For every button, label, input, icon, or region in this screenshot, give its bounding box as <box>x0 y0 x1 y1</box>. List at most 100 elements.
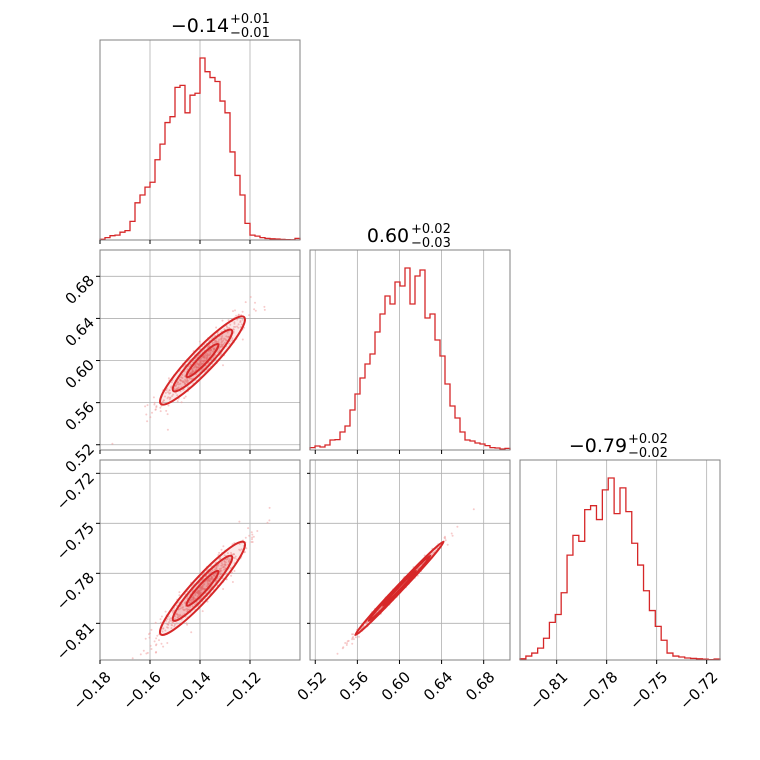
sample-point <box>167 396 170 399</box>
sample-point <box>166 623 169 626</box>
sample-point <box>194 594 197 596</box>
sample-point <box>208 578 210 581</box>
sample-point <box>189 599 192 602</box>
sample-point <box>230 551 232 554</box>
sample-point <box>183 397 186 400</box>
sample-point <box>189 372 192 375</box>
sample-point <box>222 566 225 569</box>
x-tick-label: −0.75 <box>626 668 671 713</box>
sample-point <box>159 406 162 409</box>
panel-frame <box>309 249 511 451</box>
sample-point <box>139 653 142 656</box>
sample-point <box>228 342 231 345</box>
sample-point <box>228 558 231 561</box>
sample-point <box>232 328 235 331</box>
sample-point <box>176 400 179 403</box>
sample-point <box>214 568 216 571</box>
sample-point <box>166 413 169 416</box>
sample-point <box>179 382 182 385</box>
sample-point <box>230 574 233 577</box>
x-tick-label: 0.52 <box>294 668 330 704</box>
sample-point <box>197 594 200 596</box>
y-tick-label: 0.64 <box>62 314 98 350</box>
sample-point <box>204 575 207 578</box>
sample-point <box>244 536 247 539</box>
x-tick-label: −0.78 <box>576 668 621 713</box>
sample-point <box>160 642 163 645</box>
sample-point <box>188 365 191 368</box>
sample-point <box>186 368 189 371</box>
sample-point <box>188 377 191 380</box>
data-layer <box>99 57 721 661</box>
sample-point <box>170 617 173 620</box>
sample-point <box>196 591 199 594</box>
sample-point <box>222 364 224 367</box>
sample-point <box>342 646 345 649</box>
sample-point <box>171 395 174 398</box>
sample-point <box>226 557 229 560</box>
sample-point <box>180 376 182 379</box>
sample-point <box>239 549 242 552</box>
sample-point <box>224 563 227 566</box>
sample-point <box>218 346 221 348</box>
sample-point <box>196 363 199 366</box>
sample-point <box>443 536 446 539</box>
sample-point <box>222 545 225 548</box>
sample-point <box>175 622 178 625</box>
y-tick-label: 0.56 <box>62 398 98 434</box>
x-tick-label: −0.16 <box>120 668 165 713</box>
sample-point <box>168 398 171 401</box>
sample-point <box>220 343 223 346</box>
sample-point <box>162 645 165 648</box>
sample-point <box>211 341 214 344</box>
sample-point <box>253 308 256 311</box>
sample-point <box>166 626 168 629</box>
y-tick-label: 0.60 <box>62 356 98 392</box>
sample-point <box>191 605 194 608</box>
sample-point <box>358 635 360 638</box>
sample-point <box>173 618 176 621</box>
sample-point <box>199 592 202 595</box>
sample-point <box>336 652 339 655</box>
sample-point <box>248 314 251 317</box>
sample-point <box>218 338 221 341</box>
sample-point <box>191 368 194 371</box>
sample-point <box>232 310 234 313</box>
x-tick-label: 0.64 <box>420 668 456 704</box>
sample-point <box>149 416 152 419</box>
sample-point <box>250 531 253 534</box>
y-tick-label: −0.75 <box>53 519 98 564</box>
sample-point <box>245 547 248 550</box>
sample-point <box>159 621 162 624</box>
sample-point <box>184 395 187 398</box>
sample-point <box>181 606 184 609</box>
sample-point <box>186 379 189 382</box>
sample-point <box>159 618 162 621</box>
sample-point <box>186 608 189 611</box>
sample-point <box>204 359 207 362</box>
sample-point <box>238 543 241 545</box>
sample-point <box>221 319 224 322</box>
sample-point <box>179 613 181 616</box>
sample-point <box>197 592 200 595</box>
sample-point <box>178 594 181 597</box>
sample-point <box>207 345 210 348</box>
sample-point <box>213 574 215 577</box>
sample-point <box>198 363 201 366</box>
sample-point <box>144 637 147 640</box>
sample-point <box>175 383 178 386</box>
sample-point <box>224 338 227 341</box>
sample-point <box>213 341 216 344</box>
sample-point <box>241 338 244 341</box>
sample-point <box>244 301 247 304</box>
sample-point <box>165 409 168 412</box>
sample-point <box>220 337 223 340</box>
title-param-3-sub: −0.02 <box>628 446 668 461</box>
sample-point <box>345 644 348 646</box>
contour-level-2 <box>171 328 234 393</box>
sample-point <box>444 539 447 542</box>
contour-level-3 <box>185 569 220 607</box>
sample-point <box>189 363 192 366</box>
sample-point <box>200 357 203 360</box>
sample-point <box>268 519 271 522</box>
